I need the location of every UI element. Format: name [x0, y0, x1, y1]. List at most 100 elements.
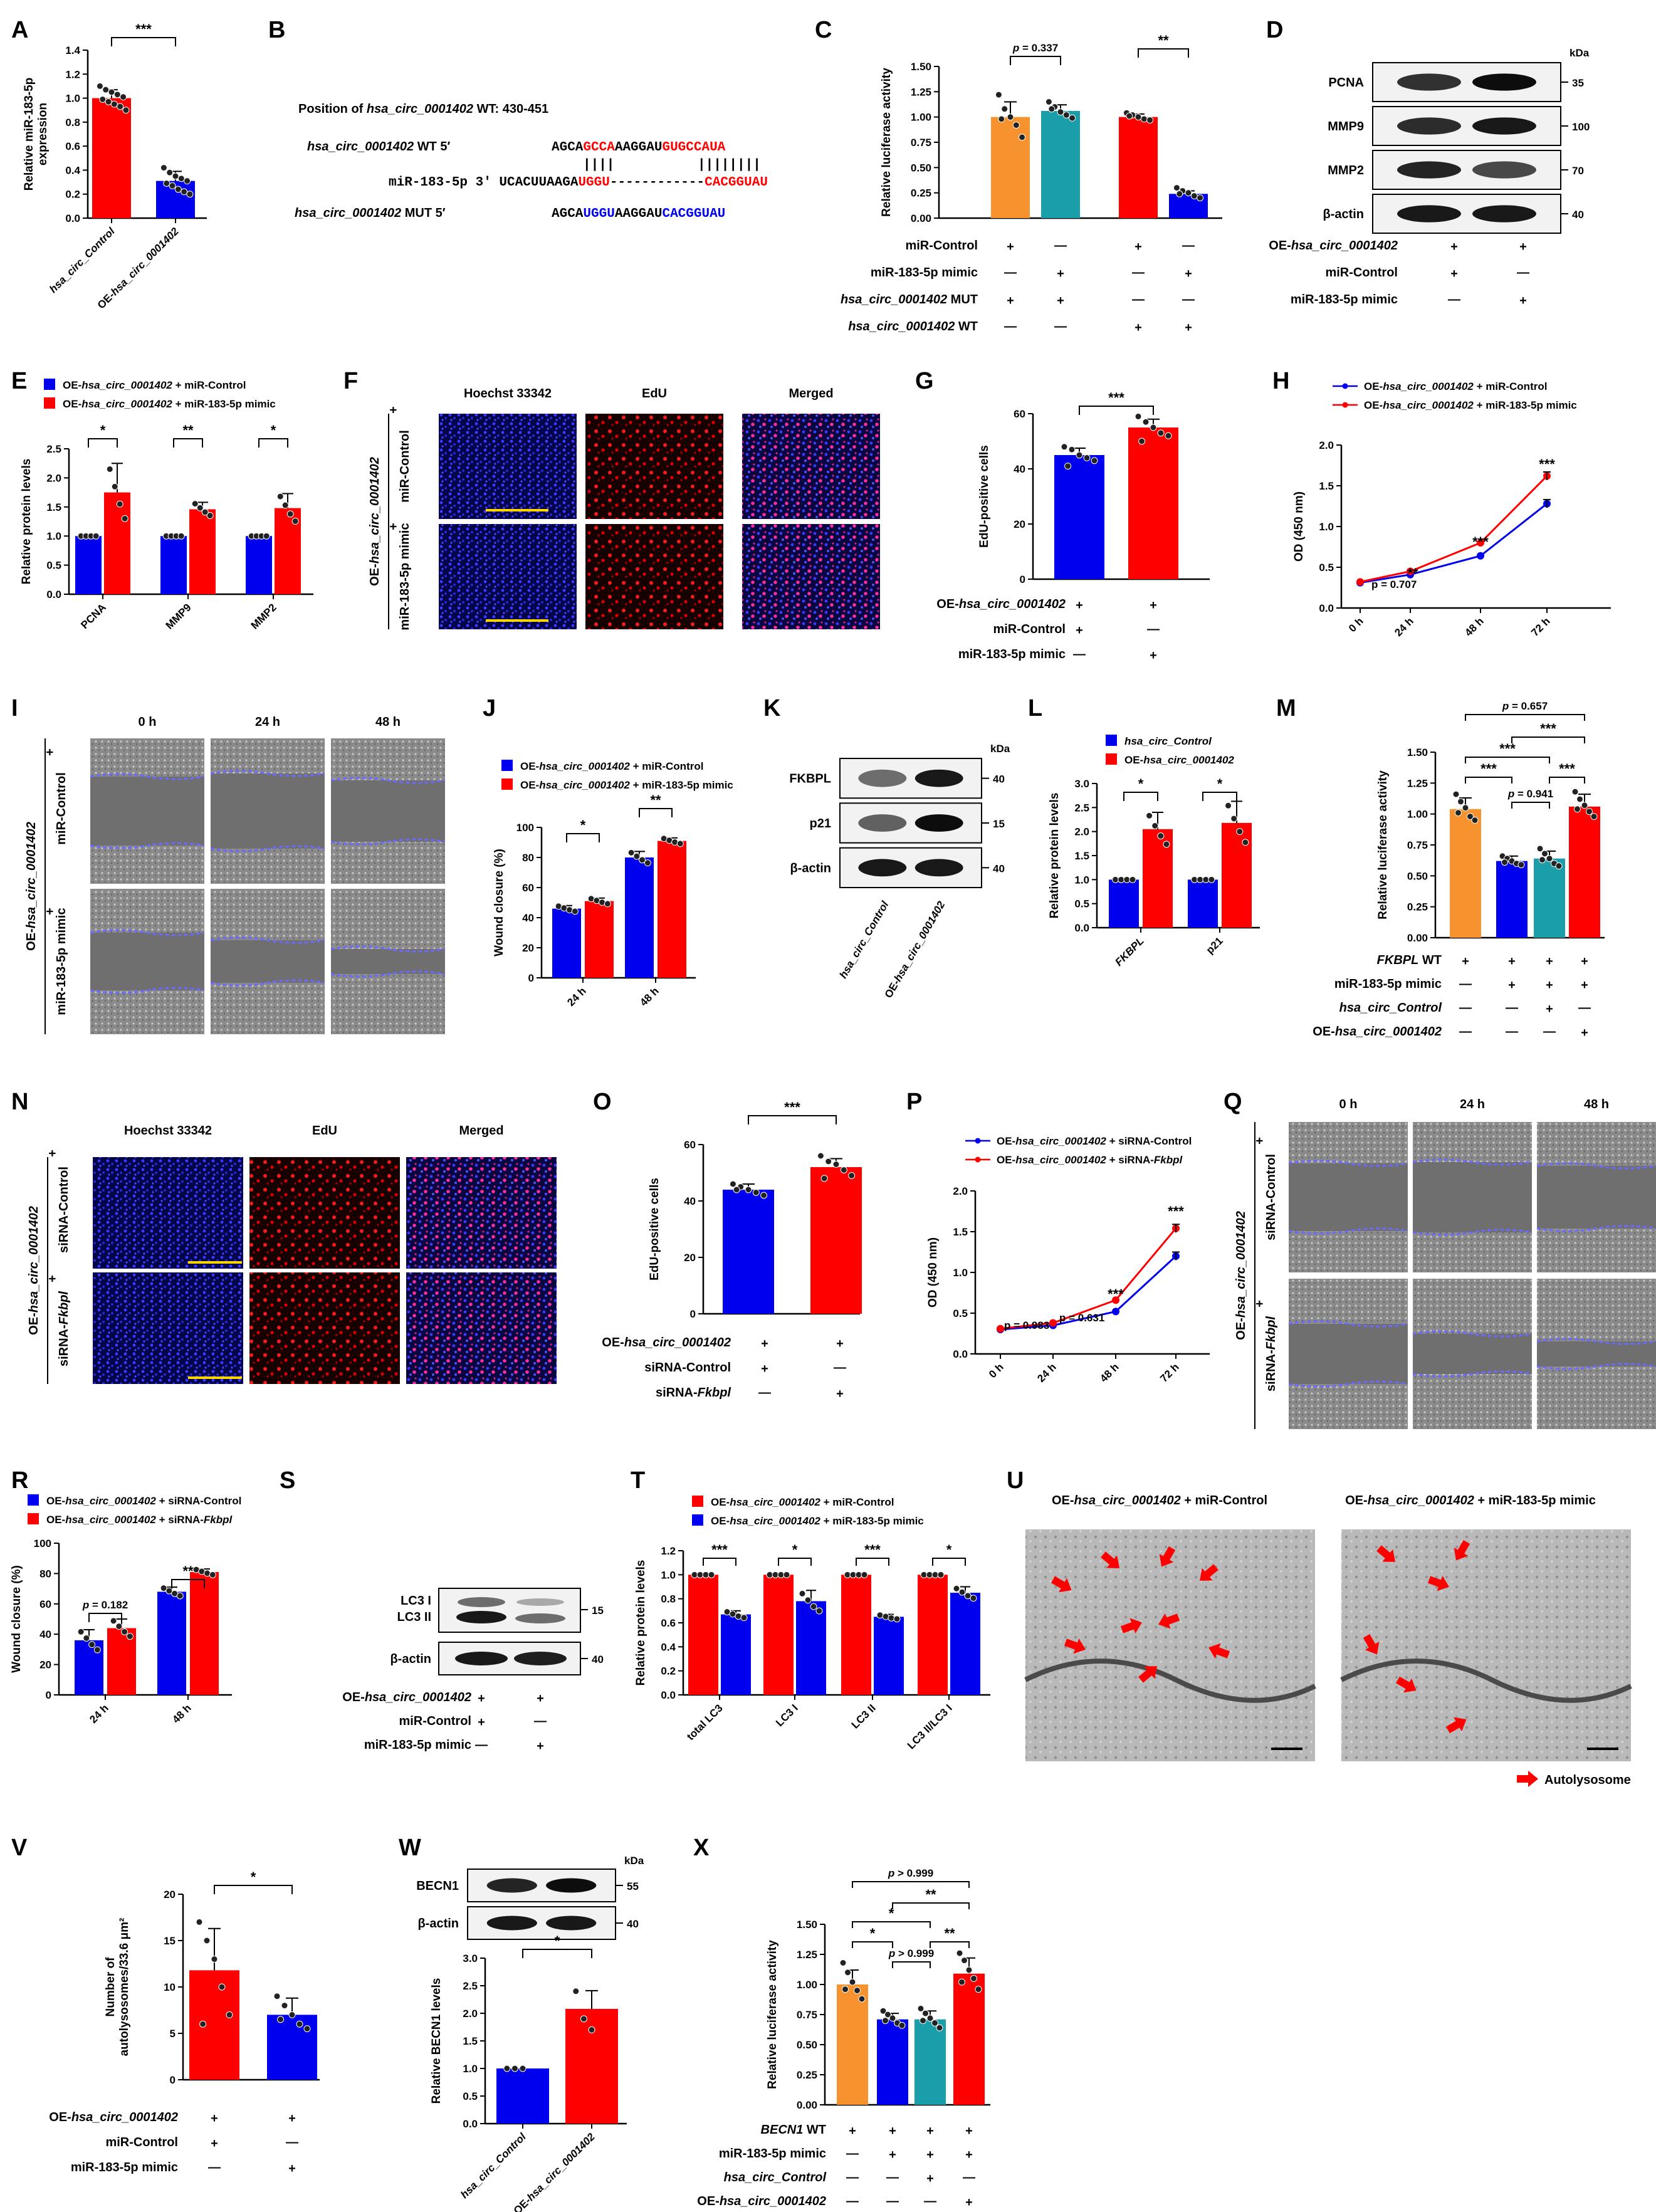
sig-bracket	[703, 1558, 736, 1566]
text-span: AAGGAU	[615, 140, 663, 155]
data-point	[572, 1988, 580, 1995]
data-point	[917, 2005, 925, 2012]
data-point	[1146, 812, 1153, 819]
condition-mark: +	[1581, 978, 1588, 992]
kda-marker: 40	[1572, 209, 1584, 221]
text-span: Fkbpl	[1154, 1154, 1183, 1166]
data-point	[1057, 108, 1064, 116]
legend-label: OE-hsa_circ_0001402 + siRNA-Fkbpl	[997, 1154, 1183, 1166]
condition-mark: —	[1517, 266, 1529, 280]
text-span: 48 h	[637, 985, 661, 1008]
condition-mark: +	[761, 1337, 768, 1351]
data-point	[201, 508, 209, 516]
text-span: PCNA	[78, 601, 108, 631]
blot-band	[858, 769, 907, 787]
x-tick-label: hsa_circ_Control	[458, 2130, 529, 2201]
data-point	[708, 1571, 715, 1578]
text-span: miR-Control	[1325, 266, 1398, 280]
condition-mark: +	[46, 1275, 60, 1282]
y-tick-label: 80	[522, 852, 534, 864]
y-tick-label: 2.5	[1074, 802, 1089, 814]
sig-bracket	[1138, 48, 1189, 58]
condition-mark: —	[1147, 622, 1160, 636]
text-span: miR-183-5p mimic	[958, 647, 1066, 661]
micrograph	[742, 414, 880, 519]
condition-label: miR-Control	[1325, 266, 1398, 280]
wound-gap	[1413, 1162, 1532, 1232]
legend-label: OE-hsa_circ_0001402 + siRNA-Control	[46, 1495, 241, 1507]
text-span: MMP9	[164, 601, 194, 631]
text-span: siRNA-	[57, 1324, 71, 1366]
autolysosome-arrow	[1208, 1643, 1230, 1659]
wound-edge	[1536, 1338, 1656, 1345]
tem-image	[1341, 1529, 1631, 1761]
condition-mark: —	[1506, 1001, 1518, 1015]
column-header: Hoechst 33342	[124, 1124, 212, 1138]
y-tick-label: 0.0	[1074, 922, 1089, 934]
y-tick-label: 2.5	[463, 1980, 478, 1992]
y-tick-label: 0.75	[911, 137, 931, 149]
series-point	[997, 1324, 1004, 1333]
data-point	[99, 95, 107, 103]
panel-label-T: T	[631, 1467, 645, 1494]
text-span: hsa_circ_0001402	[848, 320, 955, 333]
sig-label: ***	[1539, 456, 1555, 472]
y-tick-label: 1.50	[797, 1919, 817, 1931]
y-tick-label: 0	[528, 972, 534, 984]
data-point	[1208, 876, 1215, 883]
condition-mark: +	[1057, 267, 1064, 281]
legend-label: OE-hsa_circ_0001402 + miR-183-5p mimic	[711, 1515, 924, 1527]
side-label: OE-hsa_circ_0001402	[27, 1206, 41, 1335]
text-span: miR-Control	[993, 622, 1066, 636]
data-point	[218, 1983, 226, 1991]
wound-edge	[90, 842, 205, 849]
y-tick-label: 1.0	[661, 1569, 676, 1581]
wound-edge	[90, 773, 205, 780]
sig-bracket	[111, 37, 176, 46]
text-span: OE-	[368, 563, 382, 586]
data-point	[735, 1612, 742, 1620]
data-point	[844, 1969, 851, 1976]
data-point	[105, 98, 112, 105]
data-point	[740, 1614, 748, 1622]
condition-mark: +	[889, 2124, 896, 2138]
data-point	[110, 100, 118, 108]
y-tick-label: 0.2	[65, 189, 80, 201]
wound-gap	[1537, 1341, 1656, 1366]
condition-label: siRNA-Fkbpl	[656, 1386, 731, 1400]
sig-label: *	[792, 1542, 798, 1558]
y-axis-label: Number of	[104, 1957, 117, 2017]
condition-mark: +	[761, 1362, 768, 1376]
y-tick-label: 1.5	[953, 1226, 968, 1238]
condition-mark: —	[1459, 1001, 1472, 1015]
series-point	[1049, 1319, 1057, 1327]
text-span: siRNA-Control	[1264, 1154, 1278, 1240]
y-axis-label: Relative luciferase activity	[1376, 770, 1390, 920]
y-tick-label: 0.5	[953, 1308, 968, 1319]
text-span: hsa_circ_0001402	[24, 822, 38, 928]
blot-label: β-actin	[1323, 207, 1364, 221]
wound-edge	[1412, 1330, 1533, 1338]
row-label: siRNA-Fkbpl	[1264, 1316, 1278, 1392]
data-point	[1581, 802, 1588, 809]
blot-band	[456, 1611, 506, 1623]
text-span: miR-Control	[105, 2136, 178, 2149]
data-point	[1062, 111, 1070, 118]
text-span: p	[1502, 700, 1509, 712]
micrograph	[406, 1157, 557, 1269]
text-span: hsa_circ_0001402	[1143, 754, 1234, 766]
column-header: 48 h	[1584, 1098, 1609, 1111]
x-tick-label: LC3 II	[849, 1702, 878, 1731]
text-span: OE-	[997, 1135, 1015, 1147]
data-point	[503, 2065, 511, 2072]
text-span: 72 h	[1158, 1361, 1181, 1384]
legend-arrow	[1517, 1771, 1538, 1787]
bar	[918, 1575, 948, 1695]
blot-band	[546, 1878, 597, 1893]
series-point	[1477, 539, 1484, 547]
text-span: MUT	[947, 293, 978, 307]
condition-label: hsa_circ_Control	[1339, 1001, 1442, 1015]
kda-marker: 15	[592, 1605, 604, 1617]
data-point	[96, 82, 103, 90]
wound-edge	[90, 987, 205, 994]
